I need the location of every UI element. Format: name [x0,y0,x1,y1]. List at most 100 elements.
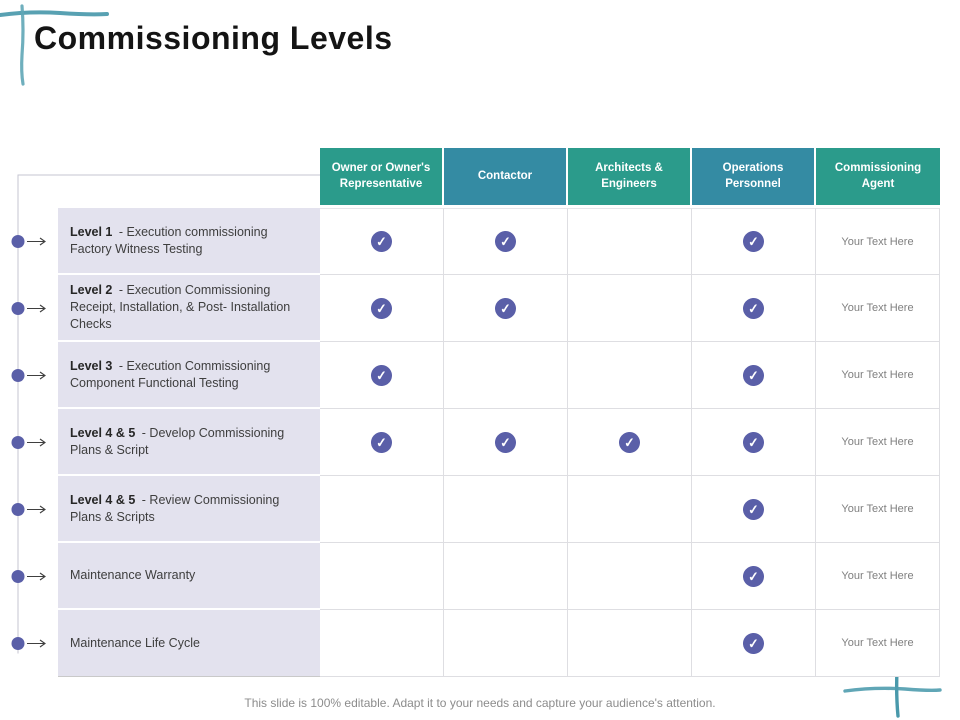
connector-arrow-icon [27,304,46,313]
header-cell: Owner or Owner's Representative [320,148,444,208]
check-icon: ✓ [742,230,765,253]
row-label-text: Maintenance Warranty [70,568,196,583]
connector-dot-icon [11,570,25,583]
empty-cell [568,610,692,677]
row-label-text: - Develop Commissioning Plans & Script [70,425,285,457]
check-cell: ✓ [692,610,816,677]
check-cell: ✓ [320,275,444,342]
row-label-text: Maintenance Life Cycle [70,635,200,650]
check-icon: ✓ [742,363,765,387]
check-icon: ✓ [494,296,517,320]
connector-dot-icon [11,302,25,315]
row-label-cell: Maintenance Warranty [58,543,320,610]
check-icon: ✓ [494,430,517,454]
empty-cell [444,543,568,610]
connector-dot-icon [11,235,25,248]
agent-text-cell: Your Text Here [816,342,940,409]
row-connector [11,503,46,516]
empty-cell [568,476,692,543]
connector-arrow-icon [27,572,46,581]
empty-cell [568,275,692,342]
header-spacer [58,148,320,208]
check-cell: ✓ [568,409,692,476]
footer-note: This slide is 100% editable. Adapt it to… [244,696,716,710]
connector-arrow-icon [27,371,46,380]
row-label-cell: Maintenance Life Cycle [58,610,320,677]
check-cell: ✓ [692,543,816,610]
row-connector [11,570,46,583]
check-icon: ✓ [370,430,393,454]
check-cell: ✓ [320,208,444,275]
row-label-cell: Level 4 & 5 - Review Commissioning Plans… [58,476,320,543]
table-row: Level 2 - Execution Commissioning Receip… [58,275,940,342]
check-cell: ✓ [692,409,816,476]
check-icon: ✓ [370,363,393,387]
row-label-bold: Level 2 [70,283,116,298]
slide-title: Commissioning Levels [34,20,393,56]
table-row: Level 4 & 5 - Develop Commissioning Plan… [58,409,940,476]
agent-text-cell: Your Text Here [816,275,940,342]
header-cell: Operations Personnel [692,148,816,208]
agent-text-cell: Your Text Here [816,208,940,275]
connector-arrow-icon [27,237,46,246]
agent-placeholder-text: Your Text Here [841,503,914,515]
agent-text-cell: Your Text Here [816,610,940,677]
check-cell: ✓ [692,476,816,543]
empty-cell [320,476,444,543]
table-row: Maintenance Life Cycle ✓ Your Text Here [58,610,940,677]
check-cell: ✓ [692,208,816,275]
row-label-cell: Level 3 - Execution Commissioning Compon… [58,342,320,409]
check-icon: ✓ [370,230,393,253]
check-cell: ✓ [320,342,444,409]
row-label-bold: Level 4 & 5 [70,492,139,507]
connector-dot-icon [11,637,25,650]
table-row: Maintenance Warranty ✓ Your Text Here [58,543,940,610]
table-row: Level 1 - Execution commissioning Factor… [58,208,940,275]
row-label-cell: Level 1 - Execution commissioning Factor… [58,208,320,275]
agent-placeholder-text: Your Text Here [841,369,914,381]
empty-cell [568,208,692,275]
check-cell: ✓ [444,409,568,476]
row-connector [11,637,46,650]
table-body: Level 1 - Execution commissioning Factor… [58,208,940,677]
header-cell: Commissioning Agent [816,148,940,208]
empty-cell [444,342,568,409]
check-icon: ✓ [494,230,517,253]
connector-dot-icon [11,503,25,516]
row-connector [11,235,46,248]
agent-text-cell: Your Text Here [816,476,940,543]
check-cell: ✓ [444,208,568,275]
empty-cell [444,610,568,677]
empty-cell [444,476,568,543]
check-icon: ✓ [742,296,765,320]
agent-placeholder-text: Your Text Here [841,570,914,582]
check-icon: ✓ [742,564,765,588]
connector-arrow-icon [27,505,46,514]
check-cell: ✓ [444,275,568,342]
row-label-text: - Review Commissioning Plans & Scripts [70,492,280,524]
empty-cell [320,610,444,677]
empty-cell [568,342,692,409]
row-connector [11,369,46,382]
row-connector [11,302,46,315]
empty-cell [320,543,444,610]
row-label-text: - Execution Commissioning Receipt, Insta… [70,283,291,331]
table-row: Level 3 - Execution Commissioning Compon… [58,342,940,409]
check-cell: ✓ [692,342,816,409]
agent-placeholder-text: Your Text Here [841,436,914,448]
table-row: Level 4 & 5 - Review Commissioning Plans… [58,476,940,543]
row-label-bold: Level 3 [70,358,116,373]
header-cell: Contactor [444,148,568,208]
header-cell: Architects & Engineers [568,148,692,208]
check-cell: ✓ [692,275,816,342]
row-label-text: - Execution Commissioning Component Func… [70,358,271,390]
connector-dot-icon [11,436,25,449]
check-icon: ✓ [618,430,641,454]
row-label-text: - Execution commissioning Factory Witnes… [70,224,268,256]
connector-arrow-icon [27,639,46,648]
agent-placeholder-text: Your Text Here [841,235,914,248]
agent-placeholder-text: Your Text Here [841,637,914,649]
check-icon: ✓ [742,497,765,521]
connector-dot-icon [11,369,25,382]
